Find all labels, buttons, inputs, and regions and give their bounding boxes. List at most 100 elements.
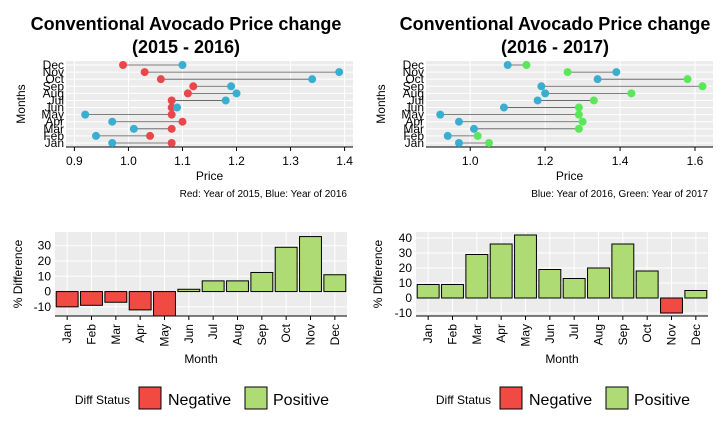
y-tick-label: Mar bbox=[403, 122, 424, 136]
point-2016-sep bbox=[537, 82, 546, 91]
y-tick-label: 30 bbox=[38, 239, 52, 253]
point-2015-dec bbox=[119, 61, 128, 69]
point-2016-may bbox=[436, 110, 445, 119]
y-tick-label: Sep bbox=[43, 79, 65, 93]
legend-label-negative: Negative bbox=[529, 392, 592, 409]
point-2017-apr bbox=[578, 117, 587, 126]
x-tick-label: Jan bbox=[60, 324, 74, 343]
chart-caption: Blue: Year of 2016, Green: Year of 2017 bbox=[531, 189, 708, 200]
x-tick-label: 1.6 bbox=[687, 154, 704, 168]
x-tick-label: Jun bbox=[182, 324, 196, 343]
bar-jan bbox=[416, 284, 440, 299]
point-2016-oct bbox=[308, 75, 317, 84]
chart-title-line2: (2016 - 2017) bbox=[501, 37, 609, 57]
point-2016-may bbox=[81, 110, 90, 119]
y-tick-label: 0 bbox=[405, 291, 412, 305]
bar-mar bbox=[104, 291, 128, 303]
point-2016-jul bbox=[533, 96, 542, 105]
point-2016-dec bbox=[178, 61, 187, 69]
x-axis-label: Price bbox=[196, 169, 224, 183]
point-2017-nov bbox=[563, 68, 572, 77]
x-tick-label: Oct bbox=[279, 323, 293, 342]
panel-background bbox=[66, 61, 353, 147]
legend-left: Diff Status Negative Positive bbox=[75, 386, 329, 410]
x-tick-label: Jul bbox=[567, 324, 581, 339]
bar-sep bbox=[250, 271, 274, 293]
point-2017-oct bbox=[683, 75, 692, 84]
y-tick-label: Apr bbox=[405, 115, 424, 129]
legend-title: Diff Status bbox=[75, 393, 130, 407]
bar-apr bbox=[128, 291, 152, 311]
x-tick-label: Jul bbox=[206, 324, 220, 339]
legend-swatch-positive bbox=[244, 386, 268, 410]
panel-background bbox=[416, 232, 708, 316]
bar-nov bbox=[660, 297, 683, 314]
point-2015-apr bbox=[178, 117, 187, 126]
x-tick-label: Feb bbox=[85, 324, 99, 345]
point-2017-aug bbox=[627, 89, 636, 98]
point-2017-feb bbox=[473, 131, 482, 140]
y-tick-label: Oct bbox=[45, 72, 64, 86]
x-tick-label: Mar bbox=[109, 324, 123, 345]
x-tick-label: 1.2 bbox=[537, 154, 554, 168]
bar-oct bbox=[635, 270, 659, 299]
x-tick-label: Apr bbox=[494, 324, 508, 343]
bar-may bbox=[153, 291, 176, 317]
point-2016-oct bbox=[593, 75, 602, 84]
bar-jul bbox=[201, 280, 225, 293]
x-tick-label: Mar bbox=[470, 324, 484, 345]
bar-dec bbox=[684, 290, 708, 299]
y-tick-label: 20 bbox=[399, 261, 413, 275]
point-2016-jan bbox=[454, 139, 463, 147]
point-2016-mar bbox=[469, 124, 478, 133]
y-axis-label: Months bbox=[374, 84, 388, 123]
y-axis-label: % Difference bbox=[371, 239, 385, 308]
bar-feb bbox=[441, 284, 464, 299]
x-tick-label: Dec bbox=[328, 324, 342, 345]
y-tick-label: Jan bbox=[45, 136, 64, 150]
x-tick-label: May bbox=[158, 324, 172, 347]
y-tick-label: Jul bbox=[49, 93, 64, 107]
x-tick-label: 1.3 bbox=[282, 154, 299, 168]
point-2017-mar bbox=[574, 124, 583, 133]
point-2015-oct bbox=[156, 75, 165, 84]
y-tick-label: Jul bbox=[409, 93, 424, 107]
x-tick-label: Apr bbox=[133, 324, 147, 343]
x-axis-label: Month bbox=[545, 352, 578, 366]
point-2015-feb bbox=[146, 131, 155, 140]
x-tick-label: Aug bbox=[231, 324, 245, 345]
x-tick-label: Jun bbox=[543, 324, 557, 343]
chart-caption: Red: Year of 2015, Blue: Year of 2016 bbox=[180, 189, 348, 200]
chart-title-line1: Conventional Avocado Price change bbox=[400, 14, 711, 34]
bar-jan bbox=[55, 291, 79, 308]
x-tick-label: Nov bbox=[665, 324, 679, 345]
y-tick-label: Dec bbox=[43, 58, 64, 72]
y-tick-label: Dec bbox=[403, 58, 424, 72]
x-axis-label: Price bbox=[556, 169, 584, 183]
y-tick-label: 30 bbox=[399, 246, 413, 260]
point-2016-apr bbox=[454, 117, 463, 126]
x-tick-label: 1.4 bbox=[336, 154, 353, 168]
y-tick-label: Jan bbox=[405, 136, 424, 150]
point-2016-jul bbox=[221, 96, 230, 105]
bar-sep bbox=[611, 243, 635, 299]
x-tick-label: 1.2 bbox=[228, 154, 245, 168]
x-tick-label: 1.4 bbox=[612, 154, 629, 168]
point-2016-nov bbox=[335, 68, 344, 77]
bar-oct bbox=[274, 246, 298, 293]
point-2016-jun bbox=[173, 103, 182, 112]
point-2017-sep bbox=[698, 82, 707, 91]
bar-may bbox=[514, 234, 537, 299]
bar-jul bbox=[562, 278, 586, 299]
x-tick-label: May bbox=[519, 324, 533, 347]
x-tick-label: Aug bbox=[592, 324, 606, 345]
point-2016-aug bbox=[541, 89, 550, 98]
point-2016-apr bbox=[108, 117, 117, 126]
x-tick-label: Dec bbox=[689, 324, 703, 345]
x-tick-label: 1.0 bbox=[462, 154, 479, 168]
point-2015-mar bbox=[167, 124, 176, 133]
point-2015-nov bbox=[140, 68, 149, 77]
legend-label-positive: Positive bbox=[273, 392, 329, 409]
